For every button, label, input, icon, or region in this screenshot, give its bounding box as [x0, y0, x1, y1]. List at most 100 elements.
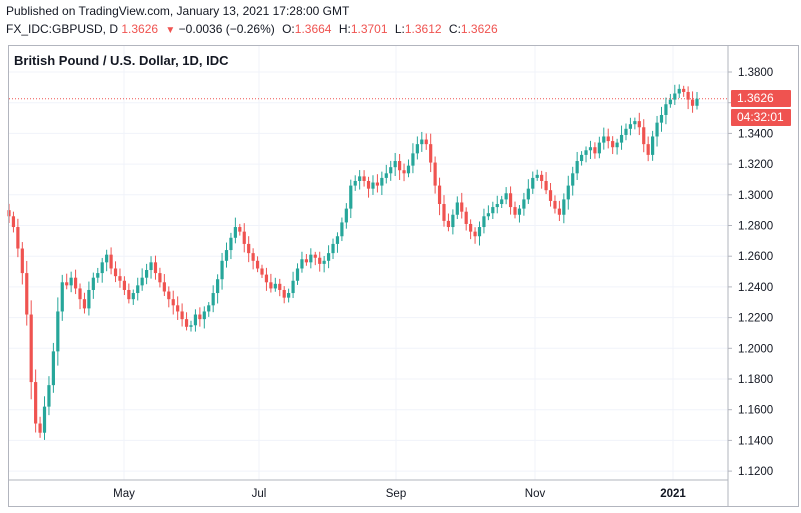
candle — [255, 256, 260, 273]
low-label: L: — [394, 22, 405, 36]
candle — [611, 136, 615, 155]
candle-body — [349, 185, 353, 209]
candle — [100, 257, 104, 283]
candle-body — [211, 293, 215, 306]
candle-body — [500, 199, 504, 205]
candle — [16, 218, 20, 258]
candle-body — [358, 176, 362, 181]
candle-body — [291, 280, 295, 294]
candle-body — [566, 185, 570, 200]
candle — [278, 278, 282, 297]
candle-body — [247, 243, 251, 254]
candle-body — [16, 227, 20, 249]
candle-body — [659, 114, 664, 123]
candle — [380, 171, 384, 195]
candle-body — [682, 88, 686, 92]
candle — [326, 245, 331, 269]
candle-body — [136, 285, 140, 294]
candle — [349, 179, 353, 219]
candle-body — [442, 204, 446, 221]
close-label: C: — [448, 22, 461, 36]
candle-body — [176, 305, 180, 312]
candle-body — [73, 277, 78, 289]
candle — [513, 201, 517, 219]
candle-body — [96, 273, 100, 278]
candle-body — [606, 136, 610, 142]
candle-body — [331, 243, 335, 254]
candle — [42, 396, 47, 440]
candle — [127, 283, 131, 304]
candle-body — [451, 214, 455, 228]
candle — [300, 251, 304, 273]
candle — [207, 302, 211, 317]
candle — [615, 138, 619, 155]
candle — [535, 169, 539, 181]
candle-body — [677, 88, 681, 94]
candle-body — [393, 161, 397, 168]
candle — [411, 143, 415, 174]
candle — [491, 201, 495, 220]
candle-body — [87, 289, 91, 309]
candle-body — [380, 177, 384, 186]
candle-body — [140, 277, 144, 286]
candle — [47, 376, 51, 416]
candle-body — [437, 185, 442, 205]
candle-body — [278, 283, 282, 290]
candle — [384, 164, 388, 184]
candle — [424, 133, 428, 150]
candle — [140, 268, 144, 291]
candle — [60, 274, 64, 321]
y-tick-label: 1.2200 — [738, 313, 773, 325]
candle — [455, 196, 459, 220]
candle-body — [353, 180, 357, 186]
candle — [646, 136, 650, 162]
candle-body — [109, 254, 113, 269]
candle — [588, 140, 593, 159]
candle — [171, 290, 175, 315]
candle — [544, 172, 548, 195]
candle — [531, 171, 535, 194]
candle — [371, 175, 375, 195]
candle — [20, 242, 24, 285]
x-tick-label: Nov — [525, 488, 546, 500]
candle-body — [464, 211, 468, 224]
y-tick-label: 1.1800 — [738, 374, 773, 386]
candle-body — [544, 180, 548, 191]
published-line: Published on TradingView.com, January 13… — [6, 4, 350, 18]
candle — [96, 267, 100, 283]
candle-body — [69, 277, 73, 286]
candle-body — [455, 202, 459, 215]
candle-body — [535, 174, 539, 178]
candle — [331, 238, 335, 260]
candle-body — [202, 311, 206, 320]
candle — [406, 159, 411, 178]
open-label: O: — [282, 22, 295, 36]
candle-body — [100, 262, 104, 274]
candle — [637, 112, 641, 136]
candle — [677, 84, 681, 98]
symbol-label[interactable]: FX_IDC:GBPUSD, D — [6, 22, 119, 36]
candle — [242, 223, 246, 253]
candle — [304, 254, 308, 266]
candle-body — [260, 268, 264, 275]
candle — [633, 117, 637, 130]
time-axis[interactable]: May Jul Sep Nov 2021 — [9, 479, 728, 500]
candle-body — [624, 128, 628, 135]
candle — [65, 273, 69, 290]
candle — [344, 203, 348, 229]
candle-body — [664, 104, 668, 115]
candle — [73, 269, 78, 295]
candle — [469, 219, 473, 240]
candles — [7, 84, 699, 440]
x-tick-label: Sep — [386, 488, 406, 500]
candle-body — [668, 99, 672, 105]
candle — [11, 211, 16, 233]
candle-body — [695, 98, 699, 106]
price-axis[interactable]: 1.38001.36001.34001.32001.30001.28001.26… — [727, 46, 773, 506]
candle — [51, 342, 55, 393]
candle — [482, 208, 486, 234]
candle — [420, 131, 424, 152]
candle — [189, 320, 193, 332]
candle — [29, 300, 33, 400]
